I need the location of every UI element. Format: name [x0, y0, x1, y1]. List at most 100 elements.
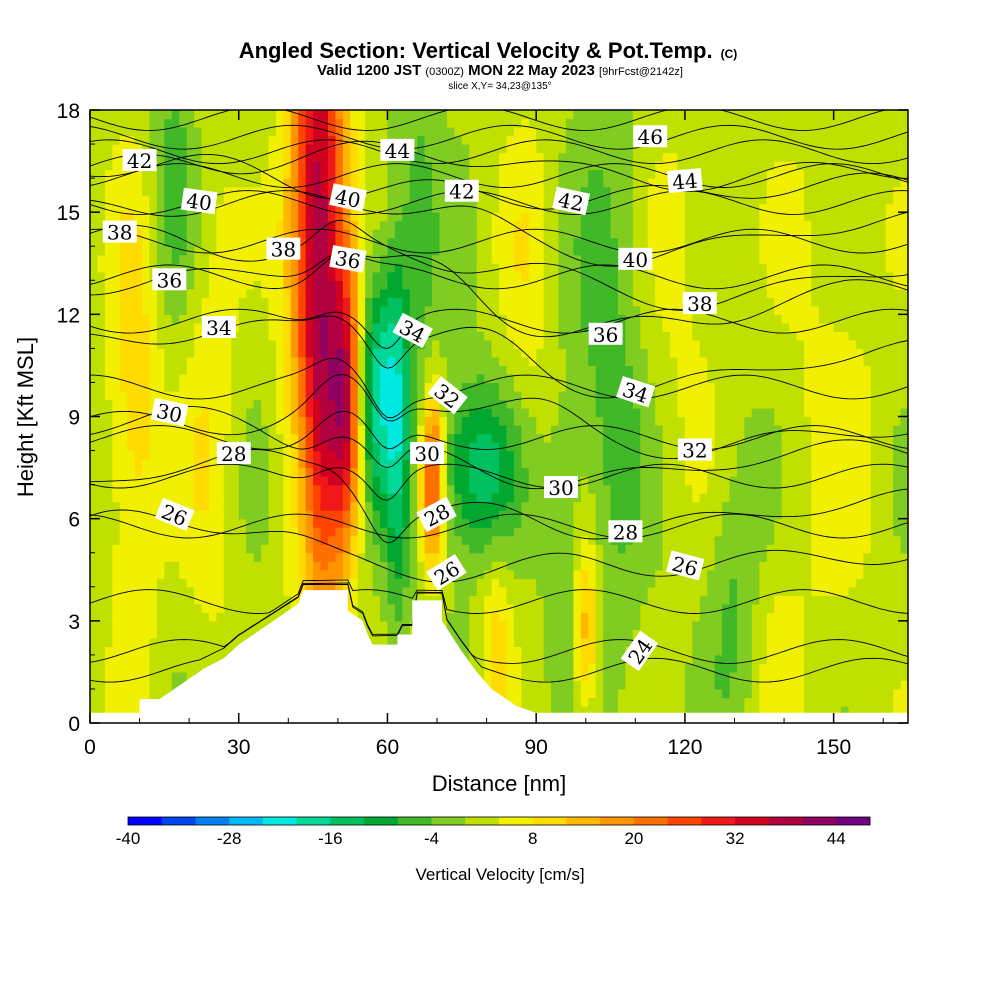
- velocity-cell: [357, 569, 366, 579]
- velocity-cell: [268, 373, 277, 384]
- velocity-cell: [261, 484, 270, 494]
- velocity-cell: [789, 407, 798, 418]
- velocity-cell: [528, 663, 537, 673]
- velocity-cell: [394, 459, 403, 469]
- velocity-cell: [684, 578, 693, 588]
- velocity-cell: [253, 518, 262, 528]
- velocity-cell: [275, 425, 284, 435]
- velocity-cell: [402, 407, 411, 418]
- velocity-cell: [268, 459, 277, 469]
- velocity-cell: [781, 510, 790, 520]
- velocity-cell: [595, 442, 604, 452]
- velocity-cell: [647, 459, 656, 469]
- velocity-cell: [186, 373, 195, 384]
- velocity-cell: [699, 510, 708, 520]
- velocity-cell: [216, 603, 225, 613]
- velocity-cell: [223, 518, 232, 528]
- velocity-cell: [543, 595, 552, 605]
- velocity-cell: [164, 646, 173, 656]
- velocity-cell: [640, 407, 649, 418]
- velocity-cell: [476, 671, 485, 682]
- velocity-cell: [751, 399, 760, 409]
- velocity-cell: [543, 705, 552, 716]
- velocity-cell: [833, 586, 842, 596]
- velocity-cell: [424, 586, 433, 596]
- velocity-cell: [387, 510, 396, 520]
- velocity-cell: [320, 382, 329, 392]
- velocity-cell: [417, 578, 426, 588]
- velocity-cell: [714, 535, 723, 545]
- velocity-cell: [647, 586, 656, 596]
- velocity-cell: [588, 433, 597, 443]
- velocity-cell: [432, 535, 441, 545]
- velocity-cell: [142, 612, 151, 622]
- velocity-cell: [625, 561, 634, 571]
- velocity-cell: [677, 416, 686, 426]
- velocity-cell: [186, 339, 195, 349]
- velocity-cell: [342, 518, 351, 528]
- velocity-cell: [722, 629, 731, 639]
- velocity-cell: [677, 467, 686, 477]
- velocity-cell: [171, 612, 180, 622]
- velocity-cell: [595, 688, 604, 699]
- velocity-cell: [551, 688, 560, 699]
- velocity-cell: [142, 348, 151, 358]
- velocity-cell: [826, 518, 835, 528]
- velocity-cell: [610, 705, 619, 716]
- velocity-cell: [461, 339, 470, 349]
- velocity-cell: [536, 527, 545, 537]
- velocity-cell: [684, 646, 693, 656]
- velocity-cell: [551, 561, 560, 571]
- velocity-cell: [461, 407, 470, 418]
- velocity-cell: [647, 373, 656, 384]
- velocity-cell: [610, 416, 619, 426]
- velocity-cell: [119, 373, 128, 384]
- velocity-cell: [878, 654, 887, 665]
- velocity-cell: [565, 450, 574, 460]
- velocity-cell: [142, 552, 151, 562]
- velocity-cell: [677, 399, 686, 409]
- velocity-cell: [201, 407, 210, 418]
- velocity-cell: [580, 637, 589, 647]
- velocity-cell: [164, 535, 173, 545]
- velocity-cell: [149, 629, 158, 639]
- velocity-cell: [149, 612, 158, 622]
- velocity-cell: [194, 484, 203, 494]
- velocity-cell: [640, 459, 649, 469]
- velocity-cell: [655, 382, 664, 392]
- velocity-cell: [246, 569, 255, 579]
- velocity-cell: [149, 637, 158, 647]
- velocity-cell: [320, 518, 329, 528]
- velocity-cell: [796, 348, 805, 358]
- velocity-cell: [201, 501, 210, 511]
- velocity-cell: [818, 390, 827, 401]
- velocity-cell: [870, 671, 879, 682]
- velocity-cell: [446, 450, 455, 460]
- velocity-cell: [484, 365, 493, 375]
- velocity-cell: [580, 586, 589, 596]
- velocity-cell: [595, 399, 604, 409]
- velocity-cell: [759, 459, 768, 469]
- velocity-cell: [171, 629, 180, 639]
- velocity-cell: [662, 450, 671, 460]
- velocity-cell: [372, 501, 381, 511]
- velocity-cell: [238, 518, 247, 528]
- velocity-cell: [551, 680, 560, 690]
- velocity-cell: [640, 442, 649, 452]
- velocity-cell: [171, 595, 180, 605]
- velocity-cell: [647, 339, 656, 349]
- velocity-cell: [580, 373, 589, 384]
- velocity-cell: [595, 595, 604, 605]
- velocity-cell: [811, 450, 820, 460]
- velocity-cell: [841, 476, 850, 486]
- velocity-cell: [380, 416, 389, 426]
- velocity-cell: [900, 527, 908, 537]
- velocity-cell: [268, 493, 277, 503]
- velocity-cell: [900, 535, 908, 545]
- velocity-cell: [684, 501, 693, 511]
- velocity-cell: [580, 603, 589, 613]
- velocity-cell: [409, 390, 418, 401]
- velocity-cell: [149, 373, 158, 384]
- velocity-cell: [275, 356, 284, 367]
- velocity-cell: [298, 561, 307, 571]
